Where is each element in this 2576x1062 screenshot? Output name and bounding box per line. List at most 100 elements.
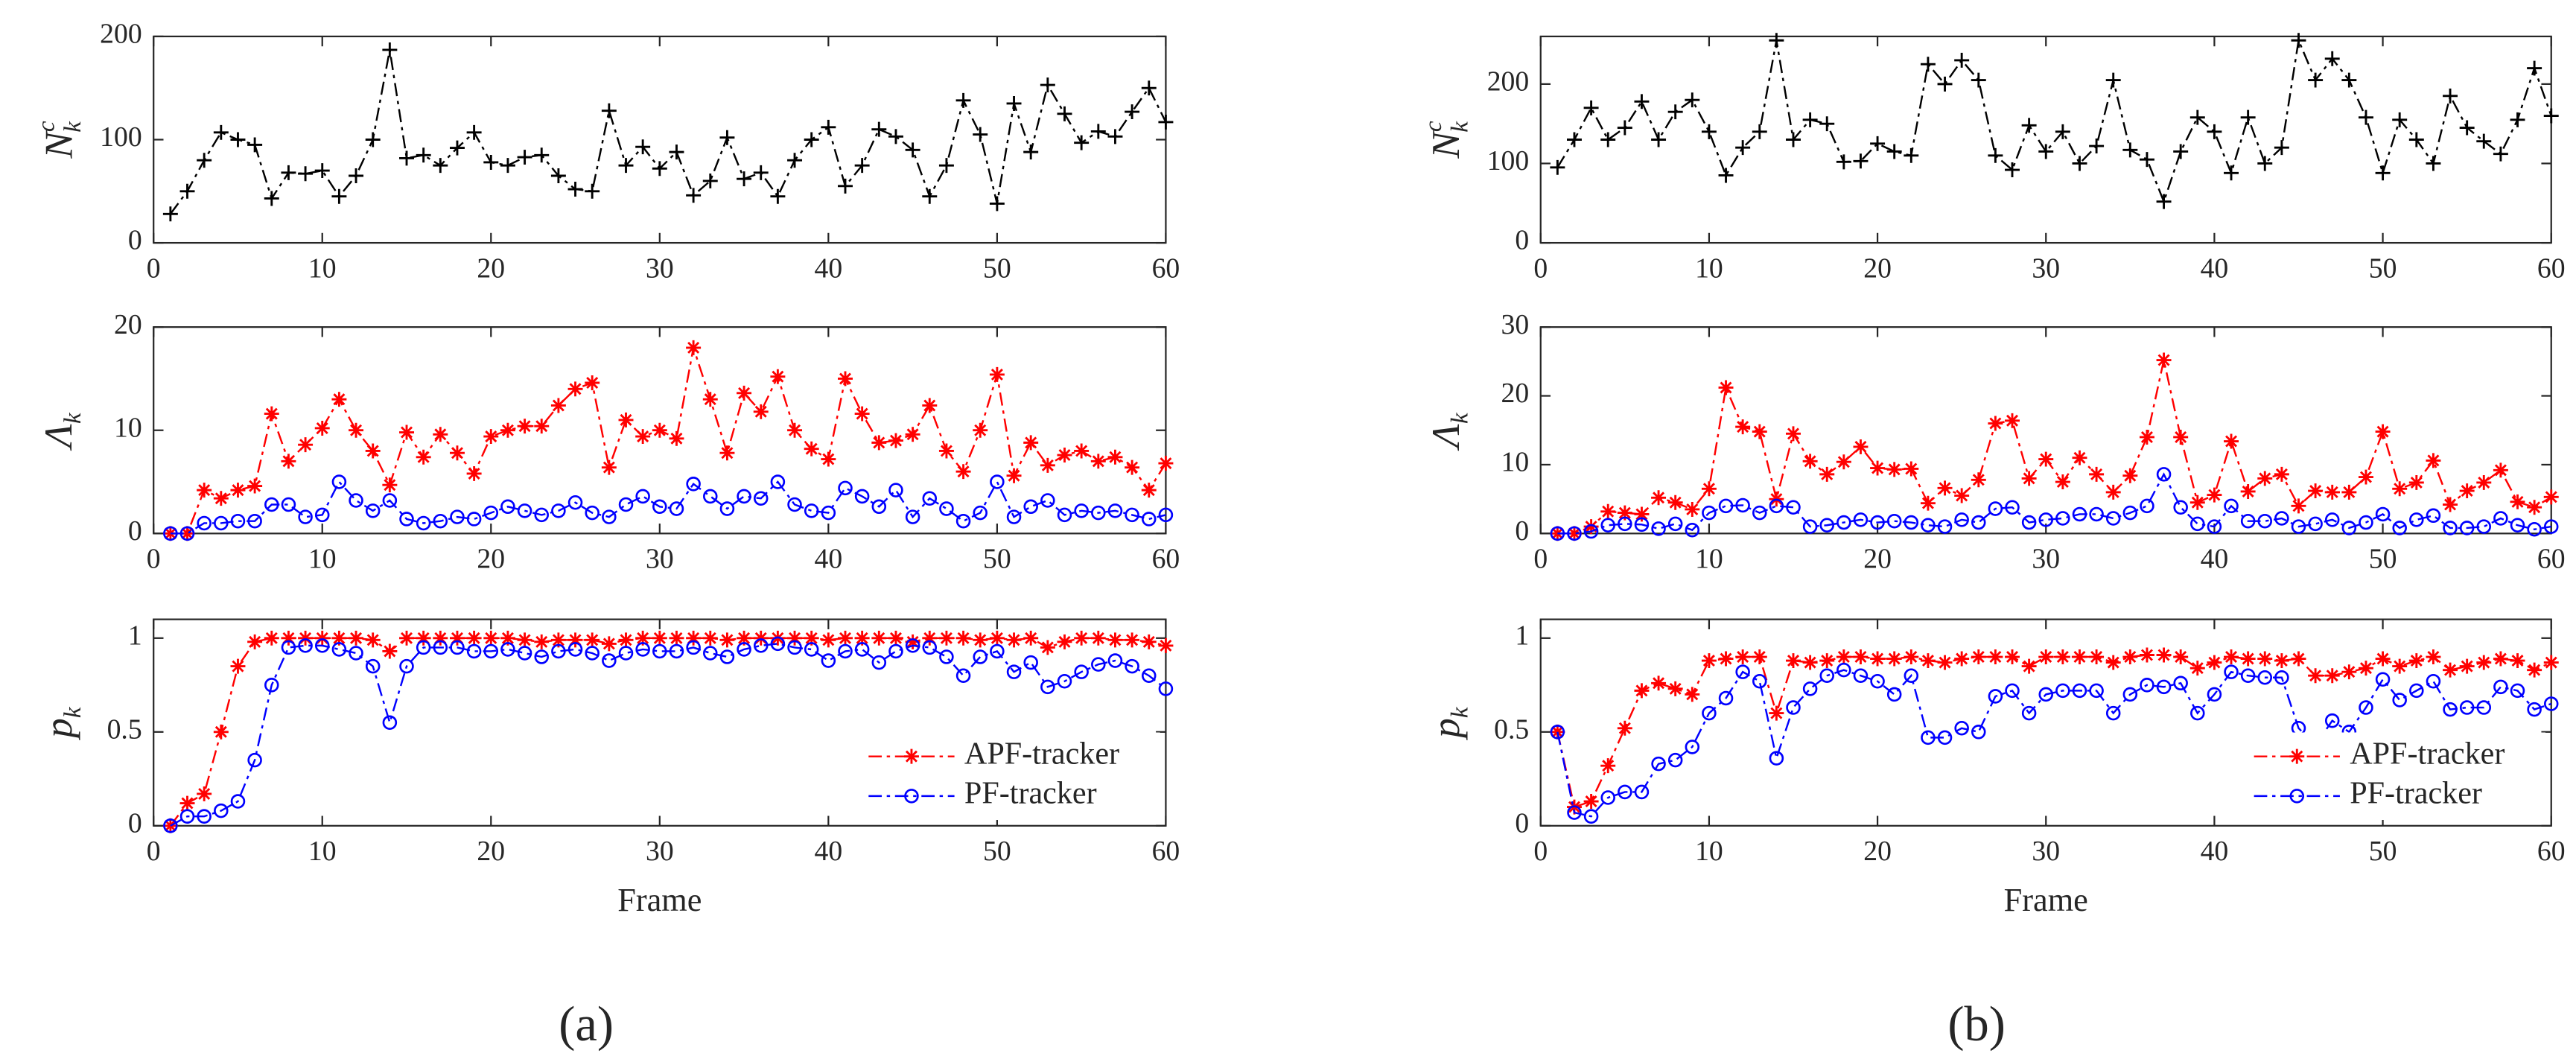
marker [1819, 668, 1834, 683]
marker [635, 642, 650, 657]
marker [618, 158, 634, 174]
marker [1006, 664, 1022, 679]
marker [871, 121, 887, 137]
marker [331, 642, 347, 657]
y-axis-label: Nck [32, 121, 86, 159]
marker [939, 501, 954, 516]
marker [821, 119, 836, 135]
marker [1023, 435, 1039, 451]
marker [2055, 649, 2070, 664]
x-tick-label: 60 [1152, 544, 1180, 575]
marker [854, 406, 870, 422]
marker [1091, 657, 1106, 672]
marker [230, 658, 246, 674]
x-tick-label: 40 [2201, 252, 2229, 284]
marker [1600, 132, 1616, 147]
x-tick-label: 10 [308, 252, 337, 284]
marker [264, 191, 279, 206]
marker [1870, 674, 1885, 689]
marker [1158, 681, 1174, 696]
marker [416, 515, 431, 531]
marker [483, 155, 499, 170]
marker [349, 168, 364, 183]
y-tick-label: 20 [114, 309, 142, 340]
marker [1752, 505, 1767, 521]
marker [1735, 664, 1750, 679]
marker [1550, 526, 1565, 541]
marker [2527, 522, 2542, 537]
marker [567, 642, 583, 657]
marker [1904, 515, 1919, 530]
marker [2409, 683, 2424, 699]
marker [669, 501, 684, 516]
marker [2510, 518, 2525, 532]
marker [1988, 147, 2003, 163]
y-tick-label: 20 [1501, 378, 1530, 409]
marker [1718, 498, 1734, 514]
marker [1550, 725, 1565, 740]
y-axis-label: Λk [36, 412, 86, 451]
legend-marker [2289, 789, 2305, 804]
marker [787, 640, 802, 655]
x-tick-label: 0 [1533, 836, 1548, 867]
marker [466, 465, 482, 481]
marker [365, 443, 381, 459]
marker [854, 642, 870, 657]
marker [719, 501, 735, 516]
marker [2005, 500, 2020, 515]
marker [1651, 490, 1667, 506]
marker [517, 150, 532, 165]
marker [1937, 76, 1953, 92]
marker [2189, 661, 2205, 676]
marker [247, 478, 263, 494]
marker [905, 142, 920, 158]
marker [1667, 516, 1683, 532]
marker [2493, 146, 2508, 162]
marker [804, 642, 819, 657]
marker [1600, 790, 1615, 805]
x-tick-label: 10 [1695, 544, 1723, 575]
marker [702, 392, 718, 407]
marker [686, 640, 701, 655]
marker [264, 406, 279, 422]
marker [416, 630, 431, 646]
marker [179, 526, 195, 541]
marker [838, 178, 853, 194]
marker [349, 422, 364, 438]
marker [1886, 687, 1902, 702]
x-tick-label: 40 [815, 836, 843, 867]
marker [534, 634, 550, 649]
marker [1006, 468, 1022, 483]
marker [2443, 497, 2458, 512]
marker [483, 505, 499, 521]
marker [314, 507, 330, 523]
marker [2543, 696, 2559, 711]
marker [298, 166, 314, 182]
marker [1634, 683, 1650, 699]
marker [1550, 159, 1565, 175]
marker [2274, 140, 2289, 156]
y-axis-label-subscript: k [58, 412, 86, 424]
marker [1107, 129, 1123, 144]
marker [719, 445, 735, 461]
marker [1685, 687, 1700, 702]
marker [1667, 752, 1683, 768]
marker [686, 630, 702, 646]
marker [770, 474, 786, 489]
y-axis-label-superscript: c [32, 121, 60, 132]
marker [2341, 521, 2357, 535]
y-axis-label-base: Λ [36, 424, 80, 451]
marker [247, 137, 263, 153]
marker [1550, 526, 1565, 541]
marker [2257, 651, 2273, 667]
marker [2207, 519, 2222, 534]
marker [2189, 495, 2205, 510]
marker [1937, 730, 1953, 745]
marker [314, 420, 330, 436]
marker [517, 503, 532, 518]
marker [922, 630, 938, 646]
x-tick-label: 30 [2032, 544, 2060, 575]
legend-label: PF-tracker [2350, 776, 2482, 811]
x-tick-label: 20 [1863, 836, 1892, 867]
marker [1836, 154, 1851, 170]
